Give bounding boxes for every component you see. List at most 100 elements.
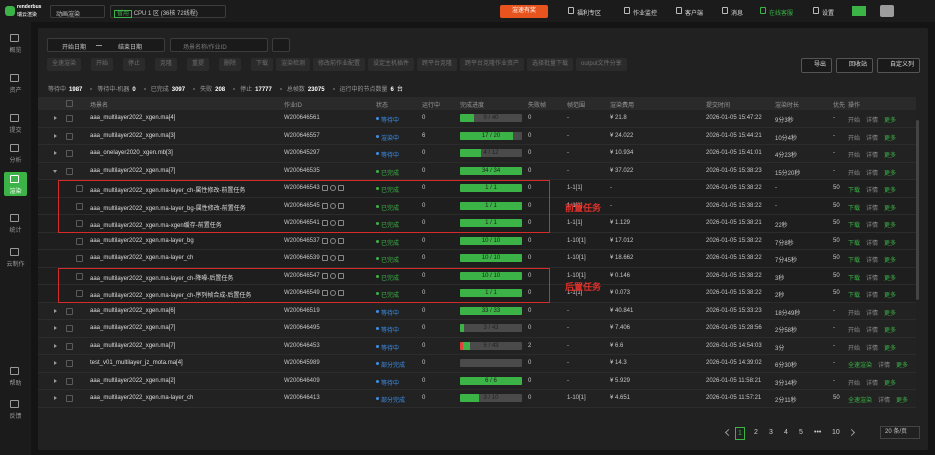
nav-item[interactable]: 反馈 — [9, 414, 22, 420]
action-link[interactable]: 详情 — [866, 170, 879, 177]
search-input[interactable]: 场景名称/作业ID — [170, 38, 268, 52]
action-link[interactable]: 详情 — [866, 310, 879, 317]
toolbar-button[interactable]: 开始 — [91, 58, 114, 71]
action-link[interactable]: 开始 — [848, 345, 861, 352]
action-link[interactable]: 下载 — [848, 188, 861, 194]
action-link[interactable]: 开始 — [848, 380, 861, 387]
toolbar-right-button[interactable]: 自定义列 — [877, 58, 921, 73]
action-link[interactable]: 更多 — [884, 170, 897, 177]
expand-arrow[interactable] — [54, 396, 57, 400]
top-link[interactable]: 作业监控 — [633, 11, 658, 17]
page-number[interactable]: ••• — [814, 429, 822, 436]
action-link[interactable]: 下载 — [848, 258, 861, 264]
action-link[interactable]: 更多 — [896, 363, 909, 369]
toolbar-button[interactable]: 重提 — [187, 58, 210, 71]
checkbox[interactable] — [66, 115, 73, 122]
top-link[interactable]: 设置 — [822, 11, 835, 17]
table-row[interactable]: test_v01_multilayer_jz_mota.ma[4] W200645… — [38, 355, 916, 373]
page-size[interactable]: 20 条/页 — [880, 426, 920, 439]
checkbox[interactable] — [66, 325, 73, 332]
action-link[interactable]: 更多 — [884, 153, 897, 159]
action-link[interactable]: 下载 — [848, 293, 861, 299]
checkbox[interactable] — [76, 290, 83, 297]
toolbar-right-button[interactable]: 回收站 — [836, 58, 874, 73]
checkbox[interactable] — [66, 360, 73, 367]
toolbar-button[interactable]: 跨平台克隆 — [417, 58, 458, 71]
expand-arrow[interactable] — [54, 308, 57, 313]
action-link[interactable]: 更多 — [896, 398, 909, 404]
action-link[interactable]: 详情 — [866, 240, 879, 247]
checkbox[interactable] — [66, 132, 73, 140]
nav-item[interactable]: 渲染 — [9, 189, 22, 195]
table-row[interactable]: aaa_multilayer2022_xgen.ma-layer_ch-属性修改… — [38, 180, 916, 198]
table-row[interactable]: aaa_multilayer2022_xgen.ma[7] W200646453 等… — [38, 337, 916, 355]
checkbox[interactable] — [66, 100, 73, 107]
action-link[interactable]: 开始 — [848, 135, 861, 142]
action-link[interactable]: 详情 — [866, 153, 879, 159]
nav-item[interactable]: 提交 — [9, 128, 22, 134]
expand-arrow[interactable] — [53, 169, 57, 173]
checkbox[interactable] — [66, 377, 73, 385]
nav-item[interactable]: 分析 — [9, 158, 22, 164]
expand-arrow[interactable] — [54, 133, 57, 138]
action-link[interactable]: 详情 — [866, 380, 879, 387]
expand-arrow[interactable] — [54, 151, 57, 155]
action-link[interactable]: 开始 — [848, 118, 861, 124]
table-row[interactable]: aaa_multilayer2022_xgen.ma-layer_ch W2006… — [38, 250, 916, 268]
table-row[interactable]: aaa_multilayer2022_xgen.ma[2] W200646409 等… — [38, 372, 916, 390]
action-link[interactable]: 全速渲染 — [848, 363, 873, 369]
top-link[interactable]: 消息 — [731, 11, 744, 17]
action-link[interactable]: 详情 — [866, 293, 879, 299]
action-link[interactable]: 开始 — [848, 328, 861, 334]
page-number[interactable]: 1 — [735, 427, 745, 440]
checkbox[interactable] — [76, 272, 83, 280]
action-link[interactable]: 更多 — [884, 275, 897, 282]
toolbar-button[interactable]: output文件分享 — [576, 58, 627, 71]
action-link[interactable]: 更多 — [884, 135, 897, 142]
action-link[interactable]: 下载 — [848, 240, 861, 247]
toolbar-right-button[interactable]: 导出 — [801, 58, 833, 73]
nav-item[interactable]: 概览 — [9, 48, 22, 54]
toolbar-button[interactable]: 选择批量下载 — [527, 58, 574, 71]
page-number[interactable]: 3 — [769, 429, 773, 436]
toolbar-button[interactable]: 跨平台克隆作业资产 — [460, 58, 525, 71]
expand-arrow[interactable] — [54, 378, 57, 383]
scrollbar[interactable] — [916, 120, 919, 300]
top-link[interactable]: 福利专区 — [577, 11, 602, 17]
action-link[interactable]: 详情 — [866, 135, 879, 142]
promo-button[interactable]: 渲速有奖 — [500, 5, 548, 18]
expand-arrow[interactable] — [54, 361, 57, 365]
checkbox[interactable] — [66, 342, 73, 350]
next-page[interactable] — [847, 428, 856, 437]
avatar[interactable] — [880, 5, 894, 17]
action-link[interactable]: 更多 — [884, 380, 897, 387]
table-row[interactable]: aaa_multilayer2022_xgen.ma[4] W200646561 等… — [38, 110, 916, 128]
expand-arrow[interactable] — [54, 326, 57, 330]
checkbox[interactable] — [76, 237, 83, 245]
product-select[interactable]: 动画渲染 — [50, 5, 105, 18]
action-link[interactable]: 更多 — [884, 205, 897, 212]
nav-item[interactable]: 资产 — [9, 88, 22, 94]
action-link[interactable]: 详情 — [866, 205, 879, 212]
table-row[interactable]: aaa_multilayer2022_xgen.ma-layer_bg W2006… — [38, 232, 916, 250]
action-link[interactable]: 详情 — [878, 398, 891, 404]
action-link[interactable]: 更多 — [884, 240, 897, 247]
page-number[interactable]: 10 — [832, 429, 840, 436]
action-link[interactable]: 开始 — [848, 310, 861, 317]
zone-select[interactable]: 暂用 CPU 1 区 (36核 72线程) — [110, 5, 226, 18]
table-row[interactable]: aaa_multilayer2022_xgen.ma[7] W200646495 等… — [38, 320, 916, 338]
action-link[interactable]: 更多 — [884, 223, 897, 229]
page-number[interactable]: 2 — [754, 429, 758, 436]
toolbar-button[interactable]: 设定主机插件 — [368, 58, 415, 71]
action-link[interactable]: 详情 — [866, 328, 879, 334]
top-link[interactable]: 在线客服 — [769, 11, 794, 17]
toolbar-button[interactable]: 渲染检测 — [276, 58, 311, 71]
nav-item[interactable]: 云制作 — [6, 262, 25, 268]
action-link[interactable]: 更多 — [884, 293, 897, 299]
action-link[interactable]: 更多 — [884, 258, 897, 264]
action-link[interactable]: 详情 — [866, 258, 879, 264]
nav-item[interactable]: 统计 — [9, 228, 22, 234]
toolbar-button[interactable]: 下载 — [251, 58, 274, 71]
page-number[interactable]: 5 — [799, 429, 803, 436]
action-link[interactable]: 详情 — [866, 223, 879, 229]
